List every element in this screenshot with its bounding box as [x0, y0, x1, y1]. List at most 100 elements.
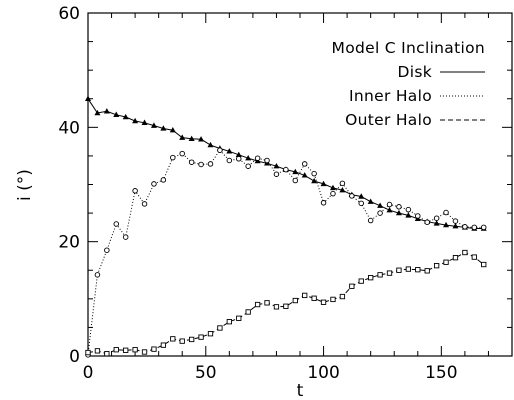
disk-point [94, 109, 101, 116]
inner-halo-point [339, 180, 346, 187]
disk-point [292, 168, 299, 175]
y-tick-label: 40 [58, 118, 80, 138]
inner-halo-point [443, 209, 449, 216]
inner-halo-point [377, 210, 383, 216]
inner-halo-point [122, 234, 129, 240]
x-tick-label: 50 [195, 363, 217, 383]
outer-halo-point [396, 267, 402, 273]
inner-halo-point [254, 155, 261, 161]
y-tick-label: 0 [69, 347, 80, 367]
disk-point [358, 193, 365, 199]
outer-halo-point [368, 275, 374, 281]
outer-halo-point [94, 348, 101, 354]
outer-halo-point [236, 315, 242, 321]
disk-point [188, 135, 195, 141]
outer-halo-point [320, 299, 327, 305]
disk-point [207, 141, 214, 148]
axis-ticks: 0 50 100 150 0 20 40 60 [58, 4, 513, 383]
x-axis-label: t [297, 381, 304, 400]
y-tick-label: 20 [58, 233, 80, 253]
outer-halo-point [415, 267, 421, 273]
disk-point [198, 136, 205, 142]
inner-halo-point [198, 161, 204, 168]
inner-halo-point [226, 157, 233, 164]
disk-point [103, 108, 110, 114]
disk-point [377, 202, 384, 208]
disk-point [141, 119, 148, 125]
series-line-2 [87, 251, 485, 355]
outer-halo-point [424, 268, 430, 274]
legend-label-outer-halo: Outer Halo [345, 111, 432, 129]
disk-point [386, 207, 393, 213]
inner-halo-point [462, 224, 468, 230]
outer-halo-point [386, 270, 393, 276]
inner-halo-point [94, 272, 101, 278]
disk-point [311, 177, 318, 184]
inner-halo-point [151, 181, 157, 187]
outer-halo-point [433, 263, 440, 269]
inner-halo-point [264, 157, 270, 164]
inner-halo-point [283, 166, 289, 173]
outer-halo-point [349, 283, 355, 289]
disk-point [320, 180, 327, 187]
inner-halo-point [141, 201, 148, 207]
inner-halo-point [367, 217, 374, 224]
disk-point [395, 209, 402, 216]
disk-point [235, 151, 242, 157]
legend-title: Model C Inclination [332, 39, 485, 57]
outer-halo-point [462, 249, 468, 256]
disk-point [113, 111, 120, 117]
outer-halo-point [302, 292, 308, 299]
disk-point [179, 134, 186, 140]
disk-point [245, 155, 252, 161]
legend-label-inner-halo: Inner Halo [349, 87, 432, 105]
outer-halo-point [85, 349, 91, 356]
outer-halo-point [481, 261, 487, 268]
inner-halo-point [415, 213, 421, 219]
legend: Model C Inclination Disk Inner Halo Oute… [332, 39, 485, 129]
inner-halo-point [104, 247, 110, 253]
legend-label-disk: Disk [398, 63, 433, 81]
disk-point [329, 184, 336, 191]
outer-halo-point [339, 293, 346, 300]
inner-halo-point [471, 224, 478, 231]
inner-halo-point [320, 200, 327, 206]
inner-halo-point [160, 177, 167, 183]
disk-point [85, 95, 91, 101]
inner-halo-point [330, 190, 336, 197]
disk-point [226, 148, 233, 154]
inner-halo-point [301, 161, 308, 167]
inner-halo-point [245, 163, 251, 169]
outer-halo-point [179, 338, 185, 344]
outer-halo-point [292, 297, 298, 304]
outer-halo-point [113, 347, 119, 353]
inner-halo-point [405, 206, 412, 213]
inner-halo-point [358, 200, 364, 207]
inner-halo-point [217, 147, 223, 153]
outer-halo-point [123, 347, 129, 353]
outer-halo-point [283, 303, 289, 309]
inner-halo-point [170, 154, 176, 161]
inner-halo-point [311, 170, 317, 177]
disk-point [273, 163, 280, 169]
outer-halo-point [264, 300, 270, 306]
disk-point [339, 187, 346, 193]
inner-halo-point [179, 150, 185, 157]
disk-point [443, 221, 450, 228]
inner-halo-point [396, 204, 402, 210]
outer-halo-point [245, 309, 251, 315]
inner-halo-point [273, 171, 280, 177]
series-line-1 [87, 149, 484, 355]
outer-halo-point [452, 255, 459, 261]
outer-halo-point [254, 301, 261, 308]
x-tick-label: 0 [83, 363, 94, 383]
outer-halo-point [226, 319, 232, 325]
outer-halo-point [160, 342, 167, 348]
inner-halo-point [113, 221, 120, 227]
outer-halo-point [377, 272, 383, 278]
disk-point [433, 220, 440, 226]
outer-halo-point [330, 296, 336, 303]
outer-halo-point [217, 325, 223, 331]
outer-halo-point [104, 351, 110, 357]
